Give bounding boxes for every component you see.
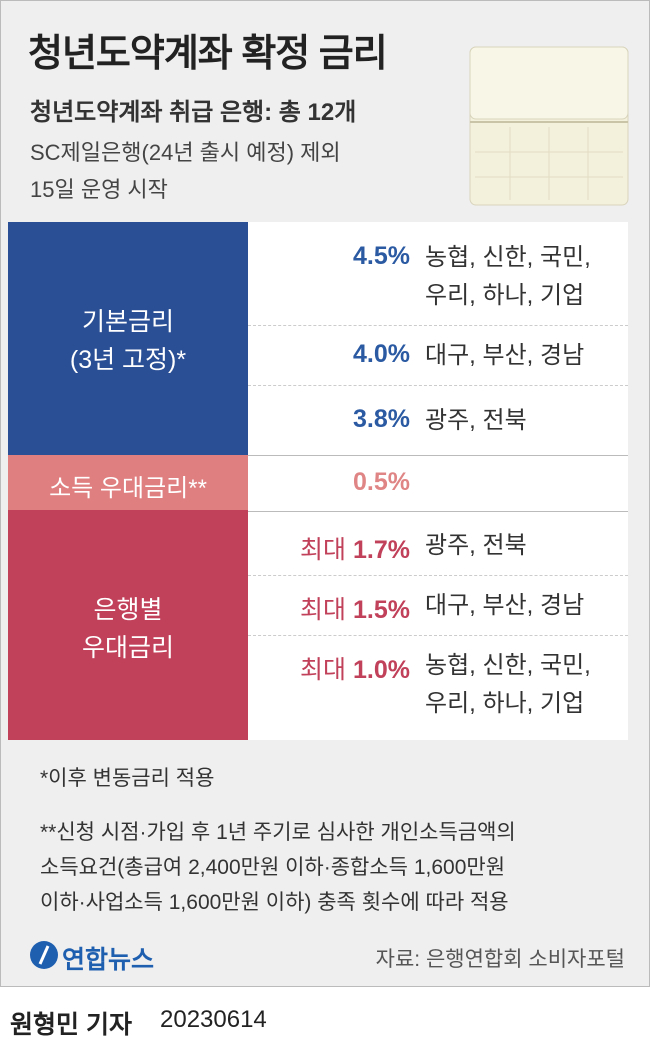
- rate-value: 1.5%: [353, 596, 410, 624]
- rate-value: 1.7%: [353, 536, 410, 564]
- header-note: 15일 운영 시작: [30, 177, 168, 202]
- banks-line: 광주, 전북: [425, 407, 527, 434]
- header-note: SC제일은행(24년 출시 예정) 제외: [30, 140, 341, 165]
- row-divider: [248, 325, 628, 326]
- rate: 3.8%: [353, 405, 410, 433]
- banks-line: 농협, 신한, 국민,: [425, 244, 591, 271]
- banks-line: 대구, 부산, 경남: [425, 592, 585, 619]
- bankbook-icon: [469, 46, 629, 206]
- group-label: 소득 우대금리**: [49, 475, 207, 502]
- logo-icon: [30, 941, 58, 969]
- rate: 0.5%: [353, 468, 410, 496]
- rate-prefix: 최대: [300, 596, 347, 624]
- group-label: 기본금리: [81, 308, 174, 336]
- row-divider: [248, 385, 628, 386]
- banks: 광주, 전북: [425, 402, 527, 440]
- group-label: 은행별: [93, 596, 163, 624]
- rate-table: 기본금리 (3년 고정)* 소득 우대금리** 은행별 우대금리: [8, 222, 628, 740]
- rate-prefix: 최대: [300, 656, 347, 684]
- group-label: (3년 고정)*: [69, 346, 187, 374]
- logo-text: 연합뉴스: [62, 946, 155, 974]
- rate: 4.0%: [353, 340, 410, 368]
- banks-line: 광주, 전북: [425, 532, 527, 559]
- banks: 농협, 신한, 국민, 우리, 하나, 기업: [425, 239, 591, 315]
- group-label: 우대금리: [81, 634, 174, 662]
- banks: 대구, 부산, 경남: [425, 337, 584, 375]
- footnote: 소득요건(총급여 2,400만원 이하·종합소득 1,600만원: [40, 856, 506, 879]
- rate: 최대 1.7%: [250, 530, 410, 566]
- footnote: 이하·사업소득 1,600만원 이하) 충족 횟수에 따라 적용: [40, 891, 509, 914]
- rate-column: 4.5% 4.0% 3.8% 0.5% 최대 1.7% 최대 1.5% 최대 1…: [250, 242, 410, 686]
- rate: 최대 1.0%: [250, 650, 410, 686]
- rate-value: 1.0%: [353, 656, 410, 684]
- source: 자료: 은행연합회 소비자포털: [375, 948, 625, 971]
- footnote: **신청 시점·가입 후 1년 주기로 심사한 개인소득금액의: [40, 821, 516, 844]
- row-divider: [248, 575, 628, 576]
- group-band: 기본금리 (3년 고정)*: [8, 222, 248, 455]
- rate: 4.5%: [353, 242, 410, 270]
- footnote: *이후 변동금리 적용: [40, 767, 215, 790]
- byline: 원형민 기자: [10, 1011, 132, 1039]
- rate: 최대 1.5%: [250, 590, 410, 626]
- title: 청년도약계좌 확정 금리: [28, 33, 388, 75]
- banks: 광주, 전북: [425, 527, 527, 565]
- group-band: 은행별 우대금리: [8, 510, 248, 740]
- row-divider: [248, 455, 628, 512]
- banks-line: 우리, 하나, 기업: [425, 690, 585, 717]
- subtitle: 청년도약계좌 취급 은행: 총 12개: [30, 99, 357, 126]
- banks-line: 농협, 신한, 국민,: [425, 652, 591, 679]
- date: 20230614: [160, 1006, 267, 1033]
- rate-prefix: 최대: [300, 536, 347, 564]
- banks-line: 우리, 하나, 기업: [425, 282, 585, 309]
- banks: 농협, 신한, 국민, 우리, 하나, 기업: [425, 647, 591, 723]
- row-divider: [248, 635, 628, 636]
- group-band: 소득 우대금리**: [8, 455, 248, 510]
- banks-line: 대구, 부산, 경남: [425, 342, 585, 369]
- banks: 대구, 부산, 경남: [425, 587, 584, 625]
